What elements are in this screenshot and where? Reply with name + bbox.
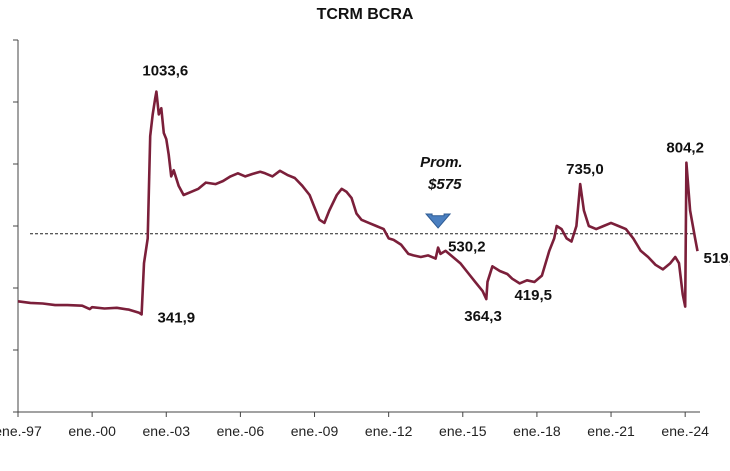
series-group — [17, 90, 699, 316]
down-arrow-icon — [424, 213, 452, 229]
x-axis-ticks: ene.-97 ene.-00 ene.-03 ene.-06 ene.-09 ene.-… — [0, 412, 709, 439]
tcrm-series-line — [17, 90, 699, 316]
x-tick-label: ene.-03 — [143, 423, 191, 439]
data-label: 419,5 — [514, 287, 552, 304]
x-tick-label: ene.-24 — [661, 423, 709, 439]
y-axis-ticks — [13, 39, 18, 413]
data-label: 519,1 — [704, 250, 730, 267]
data-label: 364,3 — [464, 308, 502, 325]
annotations-group: 1033,6 341,9 Prom. $575 530,2 364,3 419,5 735,0… — [142, 63, 730, 327]
x-tick-label: ene.-21 — [587, 423, 635, 439]
x-tick-label: ene.-00 — [68, 423, 116, 439]
data-label: 1033,6 — [142, 63, 188, 80]
data-label: 735,0 — [566, 161, 604, 178]
average-arrow-group — [424, 213, 452, 229]
data-label: 341,9 — [158, 309, 196, 326]
x-tick-label: ene.-97 — [0, 423, 42, 439]
chart-title: TCRM BCRA — [316, 6, 414, 23]
data-label: $575 — [427, 176, 462, 193]
x-tick-label: ene.-09 — [291, 423, 339, 439]
data-label: 530,2 — [448, 239, 486, 256]
x-tick-label: ene.-12 — [365, 423, 413, 439]
data-label: Prom. — [420, 154, 463, 171]
data-label: 804,2 — [666, 140, 704, 157]
x-tick-label: ene.-18 — [513, 423, 561, 439]
x-tick-label: ene.-06 — [217, 423, 265, 439]
x-tick-label: ene.-15 — [439, 423, 487, 439]
